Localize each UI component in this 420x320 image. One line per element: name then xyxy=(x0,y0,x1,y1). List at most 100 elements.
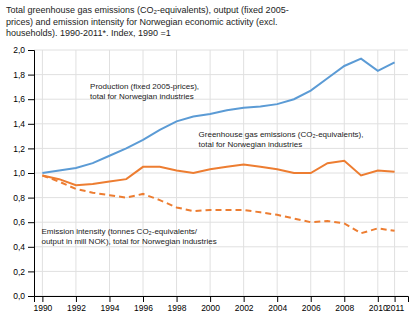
annotation: Emission intensity (tonnes CO₂-equivalen… xyxy=(41,227,216,246)
x-tick: 1990 xyxy=(33,296,52,313)
title-line: Total greenhouse gas emissions (CO₂-equi… xyxy=(6,5,289,15)
y-tick-mark xyxy=(28,124,34,125)
x-tick-mark xyxy=(395,296,396,302)
x-tick-label: 1990 xyxy=(33,303,52,313)
y-tick-label: 1,0 xyxy=(13,168,25,178)
x-tick-label: 1996 xyxy=(134,303,153,313)
chart: Total greenhouse gas emissions (CO₂-equi… xyxy=(0,0,420,320)
annotation-line: total for Norwegian industries xyxy=(90,92,194,101)
x-tick: 2008 xyxy=(335,296,354,313)
x-tick: 2002 xyxy=(235,296,254,313)
annotation: Production (fixed 2005-prices),total for… xyxy=(90,82,199,101)
y-tick-label: 1,6 xyxy=(13,94,25,104)
y-tick: 0,2 xyxy=(13,267,34,277)
x-tick-label: 2006 xyxy=(302,303,321,313)
lines xyxy=(42,59,394,234)
y-tick-mark xyxy=(28,271,34,272)
y-tick-mark xyxy=(28,247,34,248)
x-tick-label: 2000 xyxy=(201,303,220,313)
x-tick-mark xyxy=(143,296,144,302)
y-tick-mark xyxy=(28,198,34,199)
annotation-line: total for Norwegian industries xyxy=(199,140,303,149)
x-tick: 1994 xyxy=(101,296,120,313)
y-tick: 1,4 xyxy=(13,119,34,129)
annotations: Production (fixed 2005-prices),total for… xyxy=(41,82,363,246)
y-tick-label: 1,4 xyxy=(13,119,25,129)
grid-line-x xyxy=(394,50,395,296)
title: Total greenhouse gas emissions (CO₂-equi… xyxy=(6,5,289,38)
y-tick-label: 0,4 xyxy=(13,242,25,252)
x-tick-label: 2008 xyxy=(335,303,354,313)
x-tick-label: 1994 xyxy=(101,303,120,313)
x-tick-mark xyxy=(244,296,245,302)
y-tick-mark xyxy=(28,173,34,174)
annotation-line: Emission intensity (tonnes CO₂-equivalen… xyxy=(41,227,197,236)
x-tick-label: 2002 xyxy=(235,303,254,313)
x-axis: 1990 1992 1994 1996 1998 2000 2002 2004 2006 2008… xyxy=(33,296,408,313)
y-tick-mark xyxy=(28,296,34,297)
title-line: households). 1990-2011*. Index, 1990 =1 xyxy=(6,28,171,38)
x-tick-mark xyxy=(311,296,312,302)
x-tick: 2006 xyxy=(302,296,321,313)
annotation-line: Greenhouse gas emissions (CO₂-equivalent… xyxy=(199,130,364,139)
y-tick-label: 1,2 xyxy=(13,144,25,154)
grid-line-x xyxy=(344,50,345,296)
plot: 1990 1992 1994 1996 1998 2000 2002 2004 2006 2008… xyxy=(13,45,408,313)
x-tick-mark xyxy=(277,296,278,302)
y-axis-line xyxy=(28,51,35,297)
y-tick-mark xyxy=(28,50,34,51)
annotation: Greenhouse gas emissions (CO₂-equivalent… xyxy=(199,130,364,149)
grid-line-x xyxy=(243,50,244,296)
x-tick: 1998 xyxy=(168,296,187,313)
y-tick-label: 0,2 xyxy=(13,267,25,277)
x-tick: 1996 xyxy=(134,296,153,313)
x-tick-label: 2011 xyxy=(386,303,405,313)
grid-line-y xyxy=(34,74,408,75)
x-tick-mark xyxy=(177,296,178,302)
x-tick-mark xyxy=(378,296,379,302)
grid-line-y xyxy=(34,222,408,223)
y-tick: 0,8 xyxy=(13,193,34,203)
title-line: prices) and emission intensity for Norwe… xyxy=(6,17,278,27)
y-tick-label: 2,0 xyxy=(13,45,25,55)
x-tick-mark xyxy=(42,296,43,302)
y-tick-label: 0,8 xyxy=(13,193,25,203)
y-tick: 1,6 xyxy=(13,94,34,104)
y-tick-label: 1,8 xyxy=(13,70,25,80)
x-tick: 1992 xyxy=(67,296,86,313)
x-tick-mark xyxy=(109,296,110,302)
y-tick-mark xyxy=(28,222,34,223)
grid-line-x xyxy=(277,50,278,296)
y-tick-label: 0,0 xyxy=(13,291,25,301)
x-tick: 2000 xyxy=(201,296,220,313)
series-line xyxy=(42,175,394,233)
y-tick-mark xyxy=(28,99,34,100)
grid-line-x xyxy=(210,50,211,296)
x-tick-mark xyxy=(210,296,211,302)
grid-line-x xyxy=(75,50,76,296)
grid-line-x xyxy=(377,50,378,296)
grid-line-y xyxy=(34,246,408,247)
x-tick: 2011 xyxy=(386,296,405,313)
y-tick: 0,4 xyxy=(13,242,34,252)
grid-line-y xyxy=(34,271,408,272)
x-tick-mark xyxy=(76,296,77,302)
grid-line-y xyxy=(34,197,408,198)
y-tick: 2,0 xyxy=(13,45,34,55)
x-tick-label: 1992 xyxy=(67,303,86,313)
y-tick: 1,2 xyxy=(13,144,34,154)
y-tick-mark xyxy=(28,75,34,76)
grid-line-y xyxy=(34,50,408,51)
series-line xyxy=(42,59,394,173)
grid-line-y xyxy=(34,173,408,174)
y-tick-mark xyxy=(28,148,34,149)
series-line xyxy=(42,161,394,186)
y-tick-label: 0,6 xyxy=(13,217,25,227)
x-tick-label: 2004 xyxy=(268,303,287,313)
y-tick: 0,6 xyxy=(13,217,34,227)
y-axis: 0,0 0,2 0,4 0,6 0,8 1,0 1,2 1,4 1,6 1,8 2,0 xyxy=(13,45,34,301)
annotation-line: output in mill NOK), total for Norwegian… xyxy=(41,237,216,246)
x-tick-label: 1998 xyxy=(168,303,187,313)
grid xyxy=(34,50,408,296)
annotation-line: Production (fixed 2005-prices), xyxy=(90,82,199,91)
